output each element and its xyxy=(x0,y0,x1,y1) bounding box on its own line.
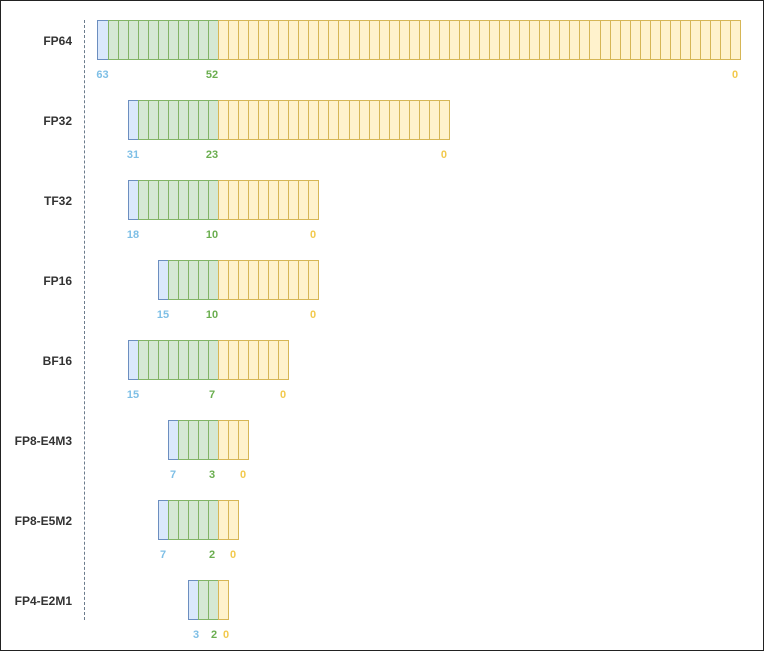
mantissa-bit-cell xyxy=(218,580,229,620)
sign-bit-index-label: 3 xyxy=(192,629,200,641)
mantissa-bit-index-label: 0 xyxy=(222,629,230,641)
mantissa-bit-cell xyxy=(238,420,249,460)
mantissa-bit-index-label: 0 xyxy=(440,149,447,161)
format-name-label: FP8-E4M3 xyxy=(14,434,72,448)
format-name-label: FP8-E5M2 xyxy=(14,514,72,528)
exponent-bit-index-label: 2 xyxy=(210,629,218,641)
mantissa-bit-cell xyxy=(308,180,319,220)
mantissa-bit-cell xyxy=(228,500,239,540)
mantissa-bit-index-label: 0 xyxy=(279,389,287,401)
sign-bit-index-label: 18 xyxy=(126,229,140,241)
mantissa-bit-cell xyxy=(308,260,319,300)
mantissa-bit-index-label: 0 xyxy=(229,549,237,561)
mantissa-bit-cell xyxy=(730,20,742,60)
sign-bit-index-label: 7 xyxy=(159,549,167,561)
format-name-label: TF32 xyxy=(43,194,72,208)
exponent-bit-index-label: 7 xyxy=(208,389,216,401)
exponent-bit-index-label: 23 xyxy=(205,149,219,161)
mantissa-bit-index-label: 0 xyxy=(309,229,317,241)
exponent-bit-index-label: 2 xyxy=(208,549,216,561)
sign-bit-index-label: 15 xyxy=(156,309,170,321)
format-name-label: FP32 xyxy=(43,114,72,128)
exponent-bit-index-label: 10 xyxy=(205,309,219,321)
mantissa-bit-index-label: 0 xyxy=(732,69,739,81)
label-divider-line xyxy=(84,20,85,620)
format-name-label: FP4-E2M1 xyxy=(14,594,72,608)
exponent-bit-index-label: 52 xyxy=(205,69,219,81)
mantissa-bit-cell xyxy=(278,340,289,380)
mantissa-bit-cell xyxy=(438,100,450,140)
sign-bit-index-label: 63 xyxy=(96,69,109,81)
sign-bit-index-label: 31 xyxy=(126,149,140,161)
sign-bit-index-label: 7 xyxy=(169,469,177,481)
format-name-label: FP64 xyxy=(43,34,72,48)
exponent-bit-index-label: 3 xyxy=(208,469,216,481)
format-name-label: BF16 xyxy=(42,354,72,368)
format-name-label: FP16 xyxy=(43,274,72,288)
mantissa-bit-index-label: 0 xyxy=(239,469,247,481)
exponent-bit-index-label: 10 xyxy=(205,229,219,241)
sign-bit-index-label: 15 xyxy=(126,389,140,401)
mantissa-bit-index-label: 0 xyxy=(309,309,317,321)
